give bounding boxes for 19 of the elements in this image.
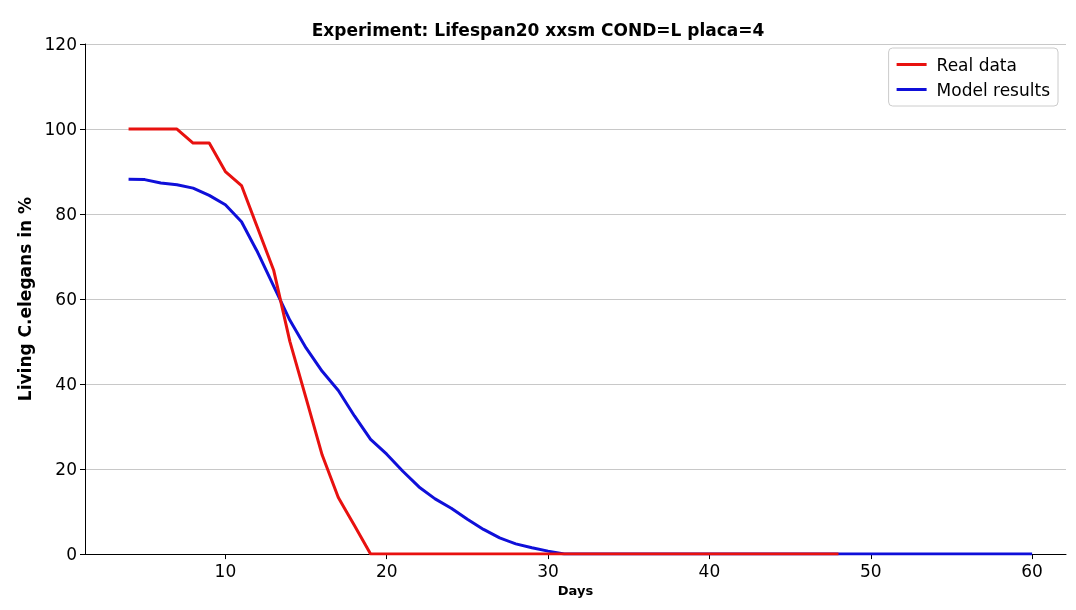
y-tick-label: 40 <box>55 374 77 395</box>
y-tick-label: 120 <box>44 34 77 54</box>
y-tick-label: 100 <box>44 119 77 140</box>
legend-label: Model results <box>936 79 1051 100</box>
y-tick-label: 80 <box>55 204 77 225</box>
legend-label: Real data <box>936 54 1017 75</box>
x-tick-label: 60 <box>1021 560 1043 581</box>
x-tick-label: 20 <box>375 560 398 581</box>
y-tick-label: 0 <box>66 544 77 565</box>
x-axis-title: Days <box>557 583 594 598</box>
x-tick-label: 10 <box>214 560 237 581</box>
chart-title: Experiment: Lifespan20 xxsm COND=L placa=4 <box>311 19 765 40</box>
x-tick-label: 30 <box>537 560 559 581</box>
y-axis-title: Living C.elegans in % <box>15 196 36 402</box>
y-tick-label: 20 <box>55 459 77 480</box>
y-tick-label: 60 <box>55 289 77 310</box>
line-series <box>127 127 840 556</box>
x-tick-label: 40 <box>698 560 721 581</box>
x-tick-label: 50 <box>859 560 882 581</box>
